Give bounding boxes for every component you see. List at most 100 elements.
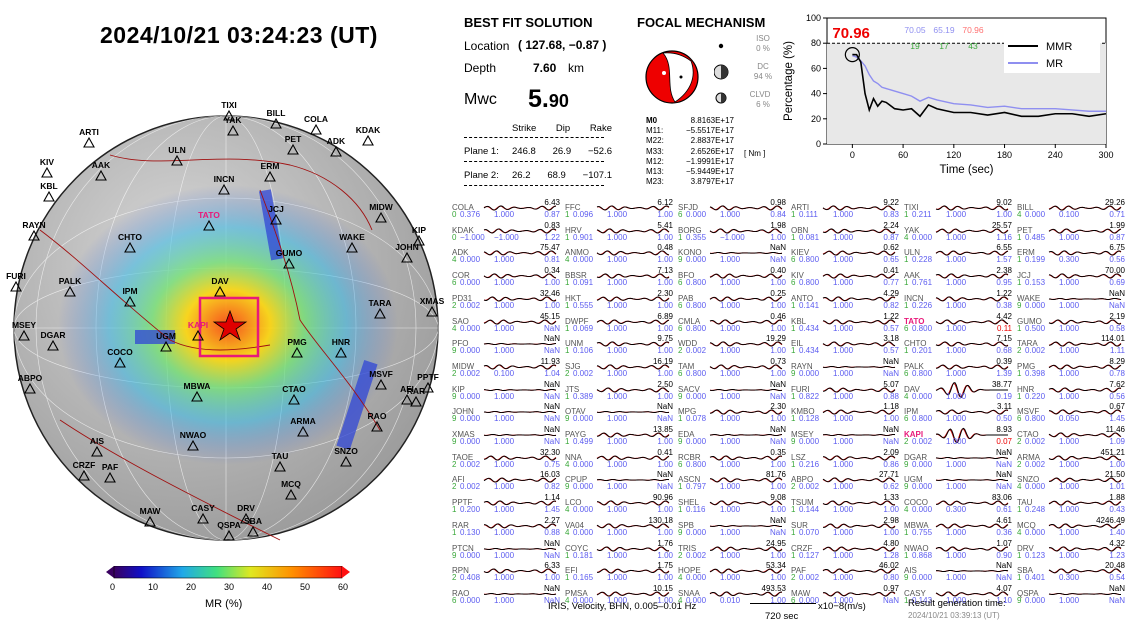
station-marker: DAV	[211, 276, 229, 297]
waveform-mr: 1.00	[657, 210, 673, 219]
station-waveform-cell: TAOE 32.30 2 0.002 1.000 0.75	[452, 448, 564, 470]
waveform-weight: 1	[904, 210, 909, 219]
station-marker: SNZO	[334, 446, 358, 467]
observed-trace	[822, 568, 896, 574]
waveform-weight: 9	[565, 482, 570, 492]
station-triangle-icon	[287, 143, 299, 155]
waveform-param-a: 0.000	[1025, 300, 1046, 310]
waveform-mr: NaN	[1108, 300, 1125, 310]
waveform-amplitude: 32.46	[539, 288, 560, 298]
station-waveform-cell: WDD 19.29 2 0.002 1.000 1.00	[678, 334, 790, 356]
station-label: KBL	[40, 181, 57, 191]
depth-label: Depth	[464, 61, 497, 75]
waveform-param-a: 0.165	[573, 573, 594, 583]
station-waveform-cell: DWPF 6.89 1 0.069 1.000 1.00	[565, 312, 677, 334]
waveform-trace	[596, 341, 670, 347]
observed-trace	[822, 341, 896, 347]
waveform-param-b: 1.000	[720, 300, 741, 310]
station-waveform-cell: COCO 83.06 4 0.000 0.300 0.61	[904, 493, 1016, 515]
station-label: ARTI	[79, 127, 99, 137]
waveform-amplitude: 4.42	[996, 311, 1012, 321]
waveform-amplitude: 2.30	[657, 288, 673, 298]
location-label: Location	[464, 39, 510, 53]
waveform-station-name: WAKE	[1017, 293, 1041, 303]
waveform-mr: 1.40	[1109, 527, 1125, 537]
waveform-param-a: 0.000	[460, 346, 481, 356]
waveform-param-b: 1.000	[494, 527, 515, 537]
station-waveform-cell: AFI 16.03 2 0.002 1.000 0.82	[452, 470, 564, 492]
waveform-station-name: PAB	[678, 293, 694, 303]
station-label: RAYN	[22, 220, 45, 230]
waveform-param-a: 0.091	[573, 278, 594, 288]
observed-trace	[1048, 341, 1122, 347]
waveform-mr: 1.45	[544, 505, 560, 515]
station-marker: CHTO	[118, 232, 142, 253]
waveform-station-name: CPUP	[565, 475, 588, 485]
waveform-mr: 0.81	[544, 255, 560, 265]
waveform-mr: 0.62	[883, 482, 899, 492]
waveform-param-a: 0.000	[686, 391, 707, 401]
beachball-icon	[645, 50, 699, 104]
waveform-station-name: TAM	[678, 361, 695, 371]
waveform-station-name: EDA	[678, 430, 695, 439]
station-triangle-icon	[187, 439, 199, 451]
waveform-weight: 1	[565, 323, 570, 333]
waveform-weight: 2	[1017, 459, 1022, 469]
waveform-weight: 4	[904, 232, 909, 242]
waveform-mr: 0.57	[883, 323, 899, 333]
waveform-station-name: ASCN	[678, 475, 701, 485]
observed-trace	[709, 228, 783, 234]
station-triangle-icon	[28, 229, 40, 241]
observed-trace	[1049, 409, 1122, 415]
waveform-weight: 1	[904, 595, 909, 605]
waveform-mr: NaN	[882, 595, 899, 605]
waveform-param-a: 0.389	[573, 391, 594, 401]
waveform-param-b: 1.000	[720, 573, 741, 583]
waveform-amplitude: 3.11	[997, 402, 1012, 412]
solution-heading: BEST FIT SOLUTION	[464, 15, 593, 30]
waveform-param-b: 1.000	[607, 459, 628, 469]
station-waveform-cell: TAU 1.88 1 0.248 1.000 0.43	[1017, 493, 1129, 515]
waveform-param-a: 0.800	[686, 300, 707, 310]
station-triangle-icon	[192, 329, 204, 341]
waveform-mr: 0.84	[770, 210, 786, 219]
waveform-trace	[822, 341, 896, 347]
waveform-trace	[709, 228, 783, 234]
waveform-param-b: 1.000	[833, 346, 854, 356]
waveform-param-b: 1.000	[494, 482, 515, 492]
divider	[464, 137, 604, 138]
waveform-param-a: 0.002	[1025, 346, 1046, 356]
waveform-param-a: 0.226	[912, 300, 933, 310]
plane2-rake: −107.1	[582, 170, 612, 181]
waveform-trace	[709, 477, 783, 483]
waveform-amplitude: 6.89	[657, 311, 673, 321]
waveform-param-b: 0.050	[1059, 414, 1080, 424]
station-marker: MCQ	[281, 479, 301, 500]
waveform-trace	[822, 477, 896, 483]
waveform-param-a: 0.144	[799, 505, 820, 515]
waveform-param-b: 1.000	[1059, 391, 1080, 401]
waveform-amplitude: 53.34	[765, 561, 786, 571]
waveform-amplitude: 10.15	[652, 583, 673, 593]
waveform-mr: 1.00	[657, 232, 673, 242]
waveform-trace	[1048, 568, 1122, 574]
waveform-amplitude: 0.48	[657, 243, 673, 253]
waveform-param-b: 1.000	[494, 255, 515, 265]
station-triangle-icon	[41, 166, 53, 178]
waveform-weight: 9	[904, 482, 909, 492]
waveform-mr: 0.88	[544, 527, 560, 537]
waveform-station-name: TIXI	[904, 203, 919, 212]
waveform-param-a: 0.355	[686, 232, 707, 242]
waveform-param-b: 1.000	[1059, 437, 1080, 446]
station-label: PALK	[59, 276, 82, 286]
waveform-amplitude: NaN	[656, 470, 673, 480]
station-label: PAF	[102, 462, 118, 472]
tensor-key: M13:	[646, 167, 664, 177]
station-marker: COCO	[107, 347, 133, 368]
waveform-mr: NaN	[543, 346, 560, 356]
station-waveform-cell: PAF 46.02 2 0.002 1.000 0.80	[791, 561, 903, 583]
observed-trace	[935, 479, 1008, 482]
waveform-trace	[709, 433, 783, 437]
observed-trace	[822, 250, 896, 257]
waveform-mr: NaN	[882, 368, 899, 378]
